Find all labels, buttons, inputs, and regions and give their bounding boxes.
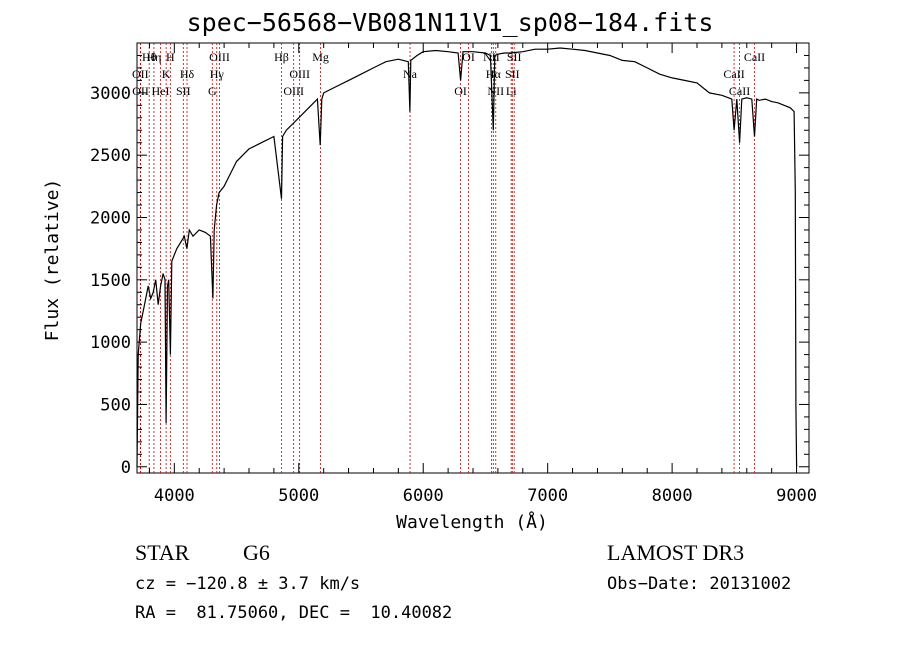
spectrum-series-line xyxy=(136,47,798,467)
y-tick-label: 0 xyxy=(121,458,131,478)
line-marker-label: CaII xyxy=(723,67,744,81)
x-tick-label: 4000 xyxy=(154,486,195,506)
line-marker-label: CaII xyxy=(744,50,765,64)
x-tick-label: 7000 xyxy=(527,486,568,506)
line-marker-label: Hβ xyxy=(274,50,289,64)
coordinates-text: RA = 81.75060, DEC = 10.40082 xyxy=(135,603,453,623)
line-marker-label: SII xyxy=(176,84,191,98)
line-marker-label: HeI xyxy=(152,84,170,98)
line-marker-label: K xyxy=(162,67,171,81)
x-tick-label: 9000 xyxy=(776,486,817,506)
line-marker-label: G xyxy=(208,84,217,98)
line-marker-label: OII xyxy=(132,84,149,98)
y-tick-label: 2000 xyxy=(90,208,131,228)
line-marker-label: Mg xyxy=(312,50,329,64)
line-marker-label: OII xyxy=(132,67,149,81)
line-marker-label: Hα xyxy=(486,67,502,81)
line-marker-label: SII xyxy=(505,67,520,81)
line-marker-label: NII xyxy=(487,84,504,98)
axis-ticks: 4000 5000 6000 7000 8000 9000 0 500 1000 1500 2000… xyxy=(90,43,817,506)
y-tick-label: 1000 xyxy=(90,333,131,353)
chart-title: spec−56568−VB081N11V1_sp08−184.fits xyxy=(186,8,714,37)
x-axis-label: Wavelength (Å) xyxy=(396,511,548,533)
line-marker-label: H xyxy=(166,50,175,64)
line-marker-label: OIII xyxy=(289,67,310,81)
line-marker-label: Hδ xyxy=(180,67,195,81)
object-subclass: G6 xyxy=(243,540,270,565)
line-marker-labels: HθOIIOIIHηKHeIHHδSIIOIIIHγGHβOIIIOIIIMgN… xyxy=(132,50,765,98)
line-marker-label: OIII xyxy=(283,84,304,98)
line-marker-label: Hθ xyxy=(142,50,157,64)
y-tick-label: 3000 xyxy=(90,84,131,104)
plot-frame xyxy=(136,42,810,474)
x-tick-label: 8000 xyxy=(652,486,693,506)
obs-date-text: Obs−Date: 20131002 xyxy=(607,574,792,594)
line-marker-label: CaII xyxy=(729,84,750,98)
line-marker-label: Hη xyxy=(146,50,161,64)
line-marker-label: Li xyxy=(506,84,517,98)
x-tick-label: 5000 xyxy=(278,486,319,506)
line-marker-label: OI xyxy=(462,50,475,64)
line-markers xyxy=(139,43,755,473)
y-tick-label: 500 xyxy=(100,395,131,415)
y-tick-label: 1500 xyxy=(90,271,131,291)
y-axis-label: Flux (relative) xyxy=(42,179,63,342)
line-marker-label: OIII xyxy=(209,50,230,64)
object-class: STAR xyxy=(135,540,190,565)
redshift-text: cz = −120.8 ± 3.7 km/s xyxy=(135,574,361,594)
survey-name: LAMOST DR3 xyxy=(607,540,745,565)
line-marker-label: Hγ xyxy=(210,67,225,81)
x-tick-label: 6000 xyxy=(403,486,444,506)
line-marker-label: NII xyxy=(483,50,500,64)
y-tick-label: 2500 xyxy=(90,146,131,166)
line-marker-label: OI xyxy=(454,84,467,98)
